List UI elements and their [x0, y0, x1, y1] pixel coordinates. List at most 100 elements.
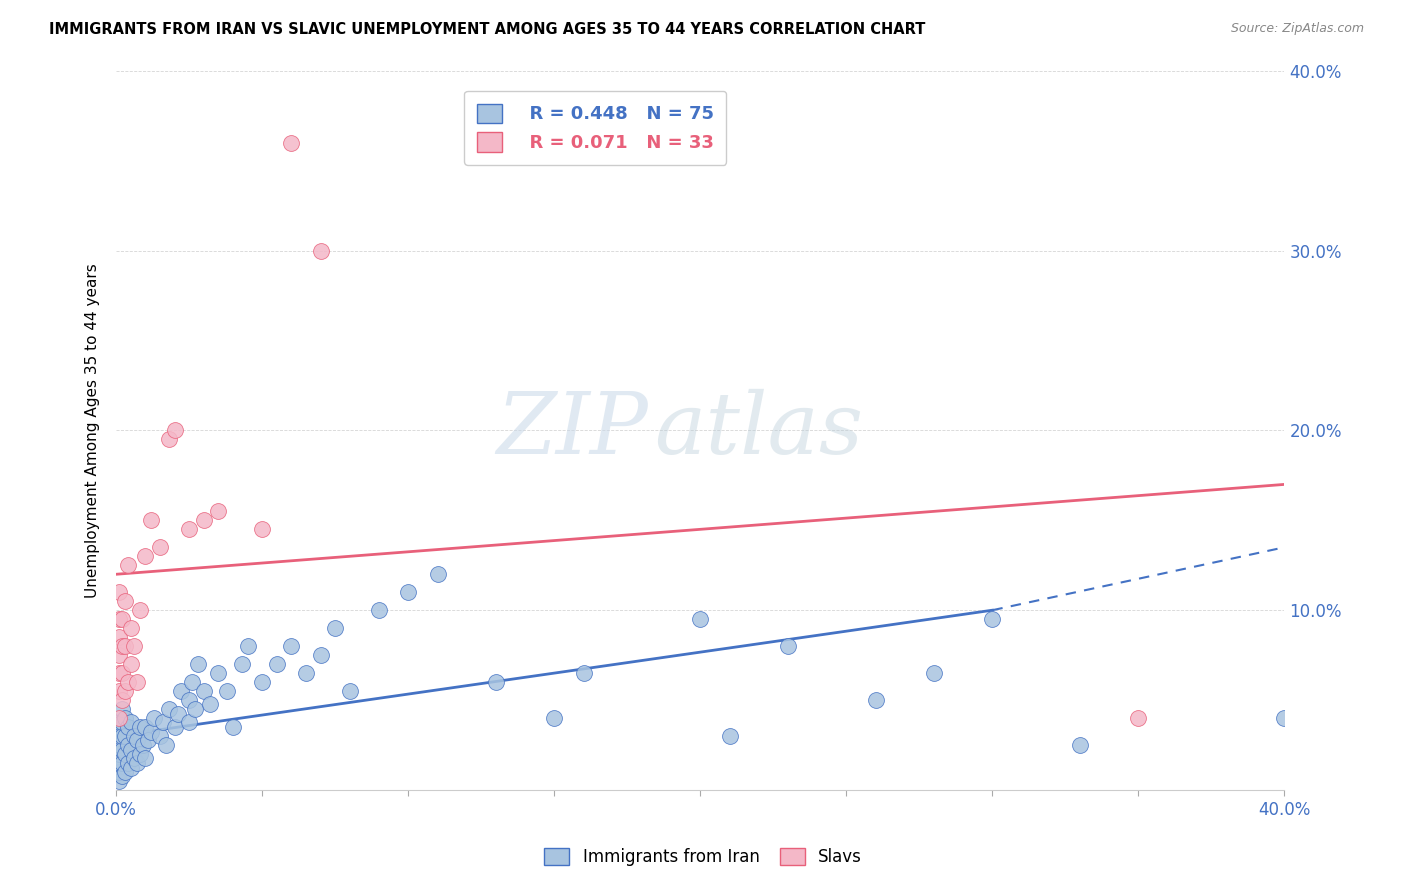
Point	[184, 702, 207, 716]
Point	[122, 639, 145, 653]
Point	[117, 738, 139, 752]
Text: atlas: atlas	[654, 389, 863, 472]
Point	[157, 433, 180, 447]
Point	[426, 567, 449, 582]
Point	[141, 725, 163, 739]
Point	[108, 764, 131, 779]
Point	[125, 675, 148, 690]
Point	[217, 684, 239, 698]
Legend:   R = 0.448   N = 75,   R = 0.071   N = 33: R = 0.448 N = 75, R = 0.071 N = 33	[464, 91, 727, 165]
Point	[134, 720, 156, 734]
Point	[122, 750, 145, 764]
Point	[128, 720, 150, 734]
Point	[193, 684, 215, 698]
Point	[122, 729, 145, 743]
Point	[111, 639, 134, 653]
Point	[222, 720, 245, 734]
Point	[128, 747, 150, 761]
Point	[114, 594, 136, 608]
Point	[108, 714, 131, 729]
Point	[181, 675, 204, 690]
Point	[689, 612, 711, 626]
Point	[163, 720, 186, 734]
Legend: Immigrants from Iran, Slavs: Immigrants from Iran, Slavs	[536, 840, 870, 875]
Point	[108, 612, 131, 626]
Point	[339, 684, 361, 698]
Point	[169, 684, 191, 698]
Point	[163, 424, 186, 438]
Point	[108, 747, 131, 761]
Point	[368, 603, 391, 617]
Point	[120, 621, 142, 635]
Point	[865, 693, 887, 707]
Point	[179, 522, 201, 536]
Point	[120, 657, 142, 672]
Point	[252, 522, 274, 536]
Point	[108, 585, 131, 599]
Point	[155, 738, 177, 752]
Point	[309, 244, 332, 258]
Point	[120, 743, 142, 757]
Point	[128, 603, 150, 617]
Point	[120, 714, 142, 729]
Point	[193, 513, 215, 527]
Point	[776, 639, 799, 653]
Point	[187, 657, 209, 672]
Point	[143, 711, 166, 725]
Text: Source: ZipAtlas.com: Source: ZipAtlas.com	[1230, 22, 1364, 36]
Point	[1069, 738, 1091, 752]
Point	[111, 729, 134, 743]
Point	[396, 585, 419, 599]
Point	[1274, 711, 1296, 725]
Point	[117, 675, 139, 690]
Point	[166, 707, 188, 722]
Point	[111, 743, 134, 757]
Point	[280, 639, 302, 653]
Point	[117, 558, 139, 573]
Point	[141, 513, 163, 527]
Point	[114, 711, 136, 725]
Text: IMMIGRANTS FROM IRAN VS SLAVIC UNEMPLOYMENT AMONG AGES 35 TO 44 YEARS CORRELATIO: IMMIGRANTS FROM IRAN VS SLAVIC UNEMPLOYM…	[49, 22, 925, 37]
Point	[114, 639, 136, 653]
Point	[108, 756, 131, 770]
Point	[543, 711, 565, 725]
Point	[981, 612, 1004, 626]
Point	[114, 729, 136, 743]
Point	[236, 639, 259, 653]
Point	[134, 750, 156, 764]
Point	[231, 657, 253, 672]
Point	[198, 697, 221, 711]
Point	[111, 756, 134, 770]
Point	[295, 666, 318, 681]
Point	[252, 675, 274, 690]
Point	[125, 732, 148, 747]
Point	[108, 711, 131, 725]
Point	[108, 648, 131, 662]
Point	[108, 773, 131, 788]
Point	[108, 684, 131, 698]
Point	[149, 729, 172, 743]
Text: ZIP: ZIP	[496, 389, 648, 472]
Point	[111, 768, 134, 782]
Point	[207, 504, 229, 518]
Point	[108, 666, 131, 681]
Point	[152, 714, 174, 729]
Point	[111, 612, 134, 626]
Point	[131, 738, 153, 752]
Point	[114, 747, 136, 761]
Point	[323, 621, 346, 635]
Point	[114, 764, 136, 779]
Point	[138, 732, 160, 747]
Point	[179, 714, 201, 729]
Point	[157, 702, 180, 716]
Point	[309, 648, 332, 662]
Point	[134, 549, 156, 564]
Y-axis label: Unemployment Among Ages 35 to 44 years: Unemployment Among Ages 35 to 44 years	[86, 263, 100, 598]
Point	[922, 666, 945, 681]
Point	[111, 693, 134, 707]
Point	[108, 630, 131, 644]
Point	[149, 541, 172, 555]
Point	[111, 702, 134, 716]
Point	[485, 675, 508, 690]
Point	[117, 756, 139, 770]
